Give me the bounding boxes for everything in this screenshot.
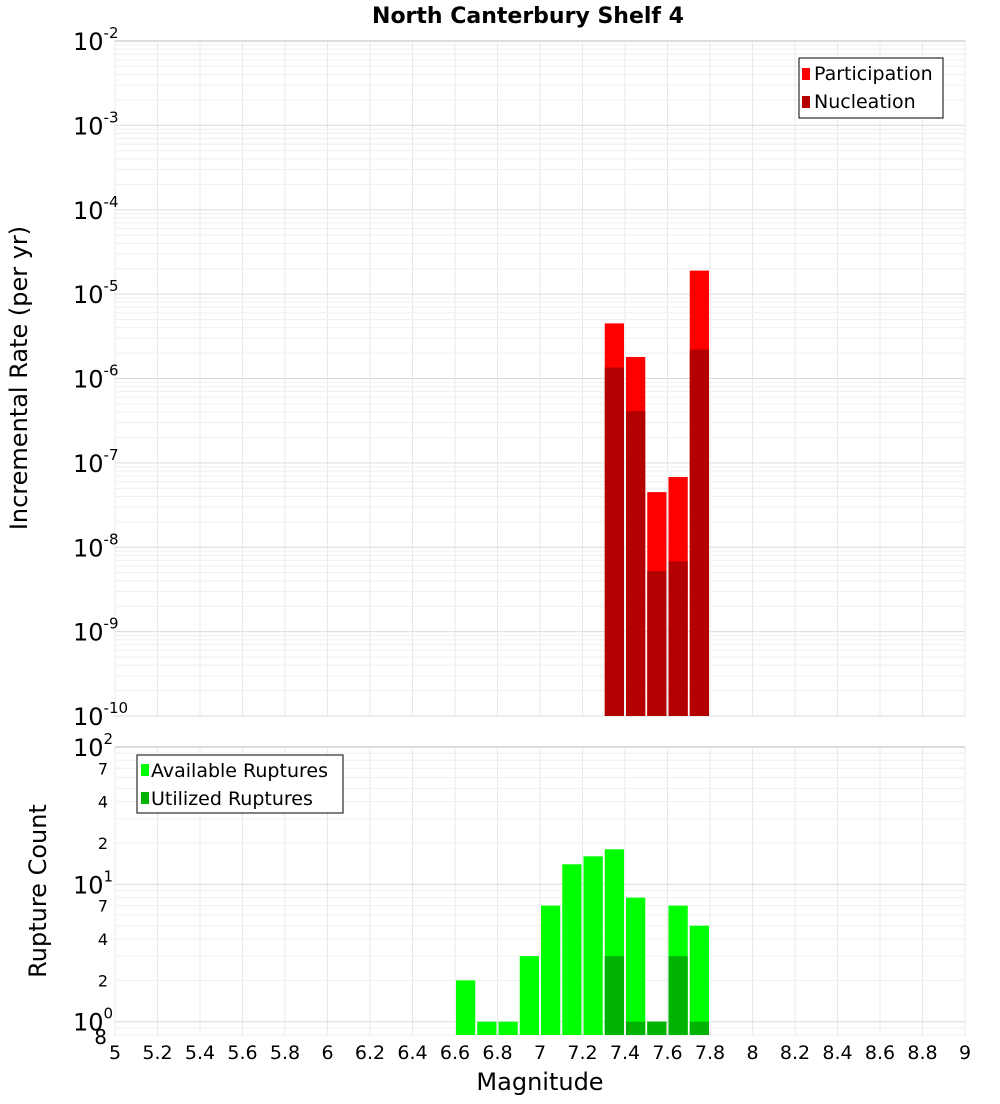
utilized-ruptures-bar — [626, 1021, 646, 1035]
x-tick-label: 7.6 — [652, 1042, 682, 1064]
utilized-ruptures-bar — [604, 956, 624, 1035]
legend-participation-swatch — [802, 68, 810, 80]
x-tick-label: 8 — [746, 1042, 758, 1064]
available-ruptures-bar — [541, 905, 561, 1035]
top-panel: 10-2 10-3 10-4 10-5 10-6 10-7 10-8 10-9 10-10 In… — [5, 24, 966, 731]
bottom-y-axis-label: Rupture Count — [24, 804, 52, 978]
x-tick-label: 7.8 — [695, 1042, 725, 1064]
legend-available-label: Available Ruptures — [151, 760, 328, 782]
top-y-tick-label: 10-2 — [73, 24, 119, 56]
bottom-grid — [114, 747, 966, 1036]
x-tick-label: 5.6 — [227, 1042, 257, 1064]
nucleation-bar — [626, 411, 646, 716]
utilized-ruptures-bar — [689, 1021, 709, 1035]
top-y-tick-label: 10-3 — [73, 108, 119, 140]
top-grid — [114, 41, 966, 717]
available-ruptures-bar — [498, 1021, 518, 1035]
x-tick-label: 6 — [321, 1042, 333, 1064]
bottom-y-major-tick-label: 100 — [73, 1005, 113, 1037]
x-tick-label: 9 — [959, 1042, 971, 1064]
legend-nucleation-swatch — [802, 96, 810, 108]
bottom-y-minor-tick-label: 2 — [98, 971, 108, 990]
legend-utilized-swatch — [141, 792, 149, 804]
legend-available-swatch — [141, 764, 149, 776]
bottom-y-major-tick-label: 101 — [73, 867, 113, 899]
x-tick-label: 6.2 — [355, 1042, 385, 1064]
x-tick-label: 7 — [534, 1042, 546, 1064]
x-tick-label: 5.8 — [270, 1042, 300, 1064]
top-y-tick-label: 10-5 — [73, 277, 119, 309]
nucleation-bar — [689, 349, 709, 716]
bottom-legend: Available Ruptures Utilized Ruptures — [136, 754, 344, 814]
x-tick-label: 8.2 — [780, 1042, 810, 1064]
top-y-tick-label: 10-9 — [73, 615, 119, 647]
x-tick-label: 8.6 — [865, 1042, 895, 1064]
top-y-tick-label: 10-6 — [73, 362, 119, 394]
nucleation-bar — [668, 561, 688, 716]
bottom-legend-box — [136, 754, 344, 814]
top-legend-box — [798, 57, 944, 119]
utilized-ruptures-bar — [647, 1021, 667, 1035]
x-tick-label: 6.6 — [440, 1042, 470, 1064]
bottom-y-ticks: 102 101 100 7 4 2 7 4 2 8 — [73, 730, 113, 1049]
bottom-y-major-tick-label: 102 — [73, 730, 113, 762]
top-y-tick-label: 10-4 — [73, 193, 119, 225]
utilized-ruptures-bar — [668, 956, 688, 1035]
available-ruptures-bar — [456, 980, 476, 1035]
bottom-y-minor-tick-label: 8 — [94, 1025, 107, 1049]
nucleation-bar — [604, 367, 624, 716]
x-tick-label: 6.4 — [397, 1042, 427, 1064]
top-bars — [604, 270, 709, 716]
bottom-y-minor-tick-label: 7 — [98, 897, 108, 916]
legend-utilized-label: Utilized Ruptures — [151, 788, 313, 810]
bottom-y-minor-tick-label: 7 — [98, 759, 108, 778]
top-y-axis-label: Incremental Rate (per yr) — [5, 226, 33, 530]
x-tick-label: 7.2 — [567, 1042, 597, 1064]
x-axis-ticks: 5 5.2 5.4 5.6 5.8 6 6.2 6.4 6.6 6.8 7 7.2 7.4 7.6 7.8 8… — [109, 1042, 971, 1064]
chart-title: North Canterbury Shelf 4 — [372, 4, 684, 29]
top-y-tick-label: 10-7 — [73, 446, 119, 478]
available-ruptures-bar — [562, 864, 582, 1035]
x-axis-label: Magnitude — [476, 1068, 603, 1096]
top-legend: Participation Nucleation — [798, 57, 944, 119]
top-y-ticks: 10-2 10-3 10-4 10-5 10-6 10-7 10-8 10-9 10-10 — [73, 24, 128, 731]
available-ruptures-bar — [689, 925, 709, 1035]
top-y-tick-label: 10-8 — [73, 530, 119, 562]
nucleation-bar — [647, 571, 667, 716]
available-ruptures-bar — [519, 956, 539, 1035]
available-ruptures-bar — [583, 856, 603, 1035]
x-tick-label: 5.4 — [185, 1042, 215, 1064]
top-y-tick-label: 10-10 — [73, 699, 128, 731]
available-ruptures-bar — [626, 897, 646, 1035]
x-tick-label: 7.4 — [610, 1042, 640, 1064]
x-tick-label: 6.8 — [482, 1042, 512, 1064]
x-tick-label: 5 — [109, 1042, 121, 1064]
x-tick-label: 5.2 — [142, 1042, 172, 1064]
bottom-panel: 102 101 100 7 4 2 7 4 2 8 5 5.2 5.4 5.6 5.8 6 6.2 6.4 6.6… — [24, 730, 971, 1096]
bottom-y-minor-tick-label: 4 — [98, 793, 108, 812]
available-ruptures-bar — [477, 1021, 497, 1035]
bottom-bars — [456, 849, 709, 1035]
x-tick-label: 8.4 — [822, 1042, 852, 1064]
x-tick-label: 8.8 — [907, 1042, 937, 1064]
bottom-y-minor-tick-label: 4 — [98, 930, 108, 949]
legend-participation-label: Participation — [814, 63, 933, 85]
bottom-y-minor-tick-label: 2 — [98, 834, 108, 853]
legend-nucleation-label: Nucleation — [814, 91, 916, 113]
